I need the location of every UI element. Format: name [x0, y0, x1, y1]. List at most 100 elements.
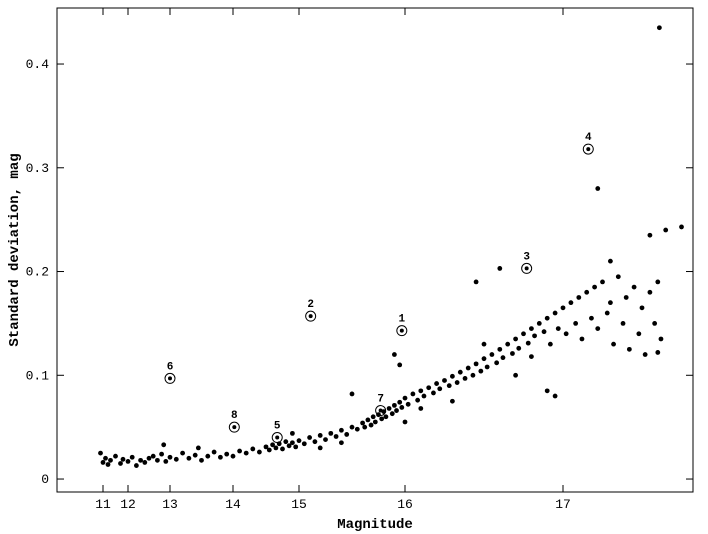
annotation: 8 [231, 410, 238, 422]
point [150, 453, 156, 459]
point [397, 362, 403, 368]
point [399, 405, 405, 410]
point [344, 432, 350, 437]
point [397, 399, 403, 405]
point [497, 346, 503, 352]
highlight-point [275, 435, 280, 440]
point [392, 352, 397, 357]
point [108, 457, 113, 463]
point [532, 333, 537, 339]
point [604, 310, 610, 316]
point [525, 340, 531, 346]
point [505, 341, 511, 347]
point [307, 435, 312, 440]
point [195, 445, 201, 451]
highlight-ring [582, 143, 594, 155]
point [576, 295, 582, 300]
x-tick-label: 17 [555, 497, 571, 512]
point [243, 450, 249, 456]
highlight-point [586, 147, 591, 152]
x-tick-label: 13 [162, 497, 178, 512]
highlight-ring [228, 421, 240, 433]
point [481, 356, 487, 362]
point [368, 422, 374, 428]
point [450, 398, 455, 404]
point [379, 416, 385, 422]
point [652, 321, 658, 326]
point [470, 372, 476, 378]
point [595, 326, 601, 331]
point [608, 300, 613, 306]
point [608, 258, 613, 264]
point [354, 426, 360, 432]
point [552, 310, 558, 316]
point [573, 321, 579, 326]
point [426, 385, 432, 391]
point [125, 458, 131, 464]
point [547, 341, 553, 347]
highlight-point [378, 408, 383, 413]
point [372, 419, 378, 425]
point [199, 457, 204, 463]
point [647, 289, 653, 295]
point [529, 326, 534, 331]
point [410, 391, 416, 397]
point [552, 393, 558, 399]
point [293, 444, 299, 450]
point [105, 462, 111, 467]
point [134, 463, 139, 468]
point [270, 442, 275, 448]
annotation: 2 [307, 299, 314, 311]
x-tick-label: 12 [120, 497, 136, 512]
point [481, 341, 487, 347]
point [623, 295, 629, 300]
point [370, 414, 376, 420]
point [529, 354, 534, 360]
point [161, 442, 167, 448]
point [405, 401, 411, 407]
plot-frame [56, 7, 694, 493]
point [442, 378, 447, 383]
y-tick-label: 0.2 [26, 265, 49, 280]
point [103, 455, 108, 461]
point [500, 355, 506, 361]
point [457, 369, 463, 375]
annotation: 6 [167, 361, 174, 373]
point [541, 329, 547, 335]
point [658, 336, 664, 342]
point [98, 450, 103, 456]
highlight-point [524, 266, 529, 271]
point [120, 456, 126, 462]
point [392, 402, 397, 408]
point [159, 451, 165, 457]
point [250, 446, 256, 452]
point [402, 395, 408, 401]
y-tick-label: 0.4 [26, 57, 50, 72]
point [489, 352, 495, 357]
highlight-ring [271, 432, 283, 444]
point [218, 454, 223, 460]
point [146, 455, 152, 461]
y-tick-label: 0 [41, 472, 49, 487]
point [113, 453, 118, 459]
point [257, 449, 262, 455]
annotation: 4 [585, 132, 592, 144]
point [595, 186, 601, 191]
point [167, 454, 173, 460]
point [349, 391, 355, 397]
point [394, 408, 399, 413]
point [230, 453, 236, 459]
point [280, 446, 285, 452]
y-axis-label: Standard deviation, mag [7, 153, 23, 346]
point [450, 373, 455, 379]
point [454, 380, 460, 385]
point [642, 352, 648, 357]
point [434, 381, 439, 386]
highlight-point [232, 425, 237, 430]
point [521, 331, 526, 337]
annotation: 3 [523, 251, 530, 263]
point [446, 383, 452, 389]
point [205, 453, 211, 459]
point [462, 375, 468, 381]
point [584, 289, 590, 295]
